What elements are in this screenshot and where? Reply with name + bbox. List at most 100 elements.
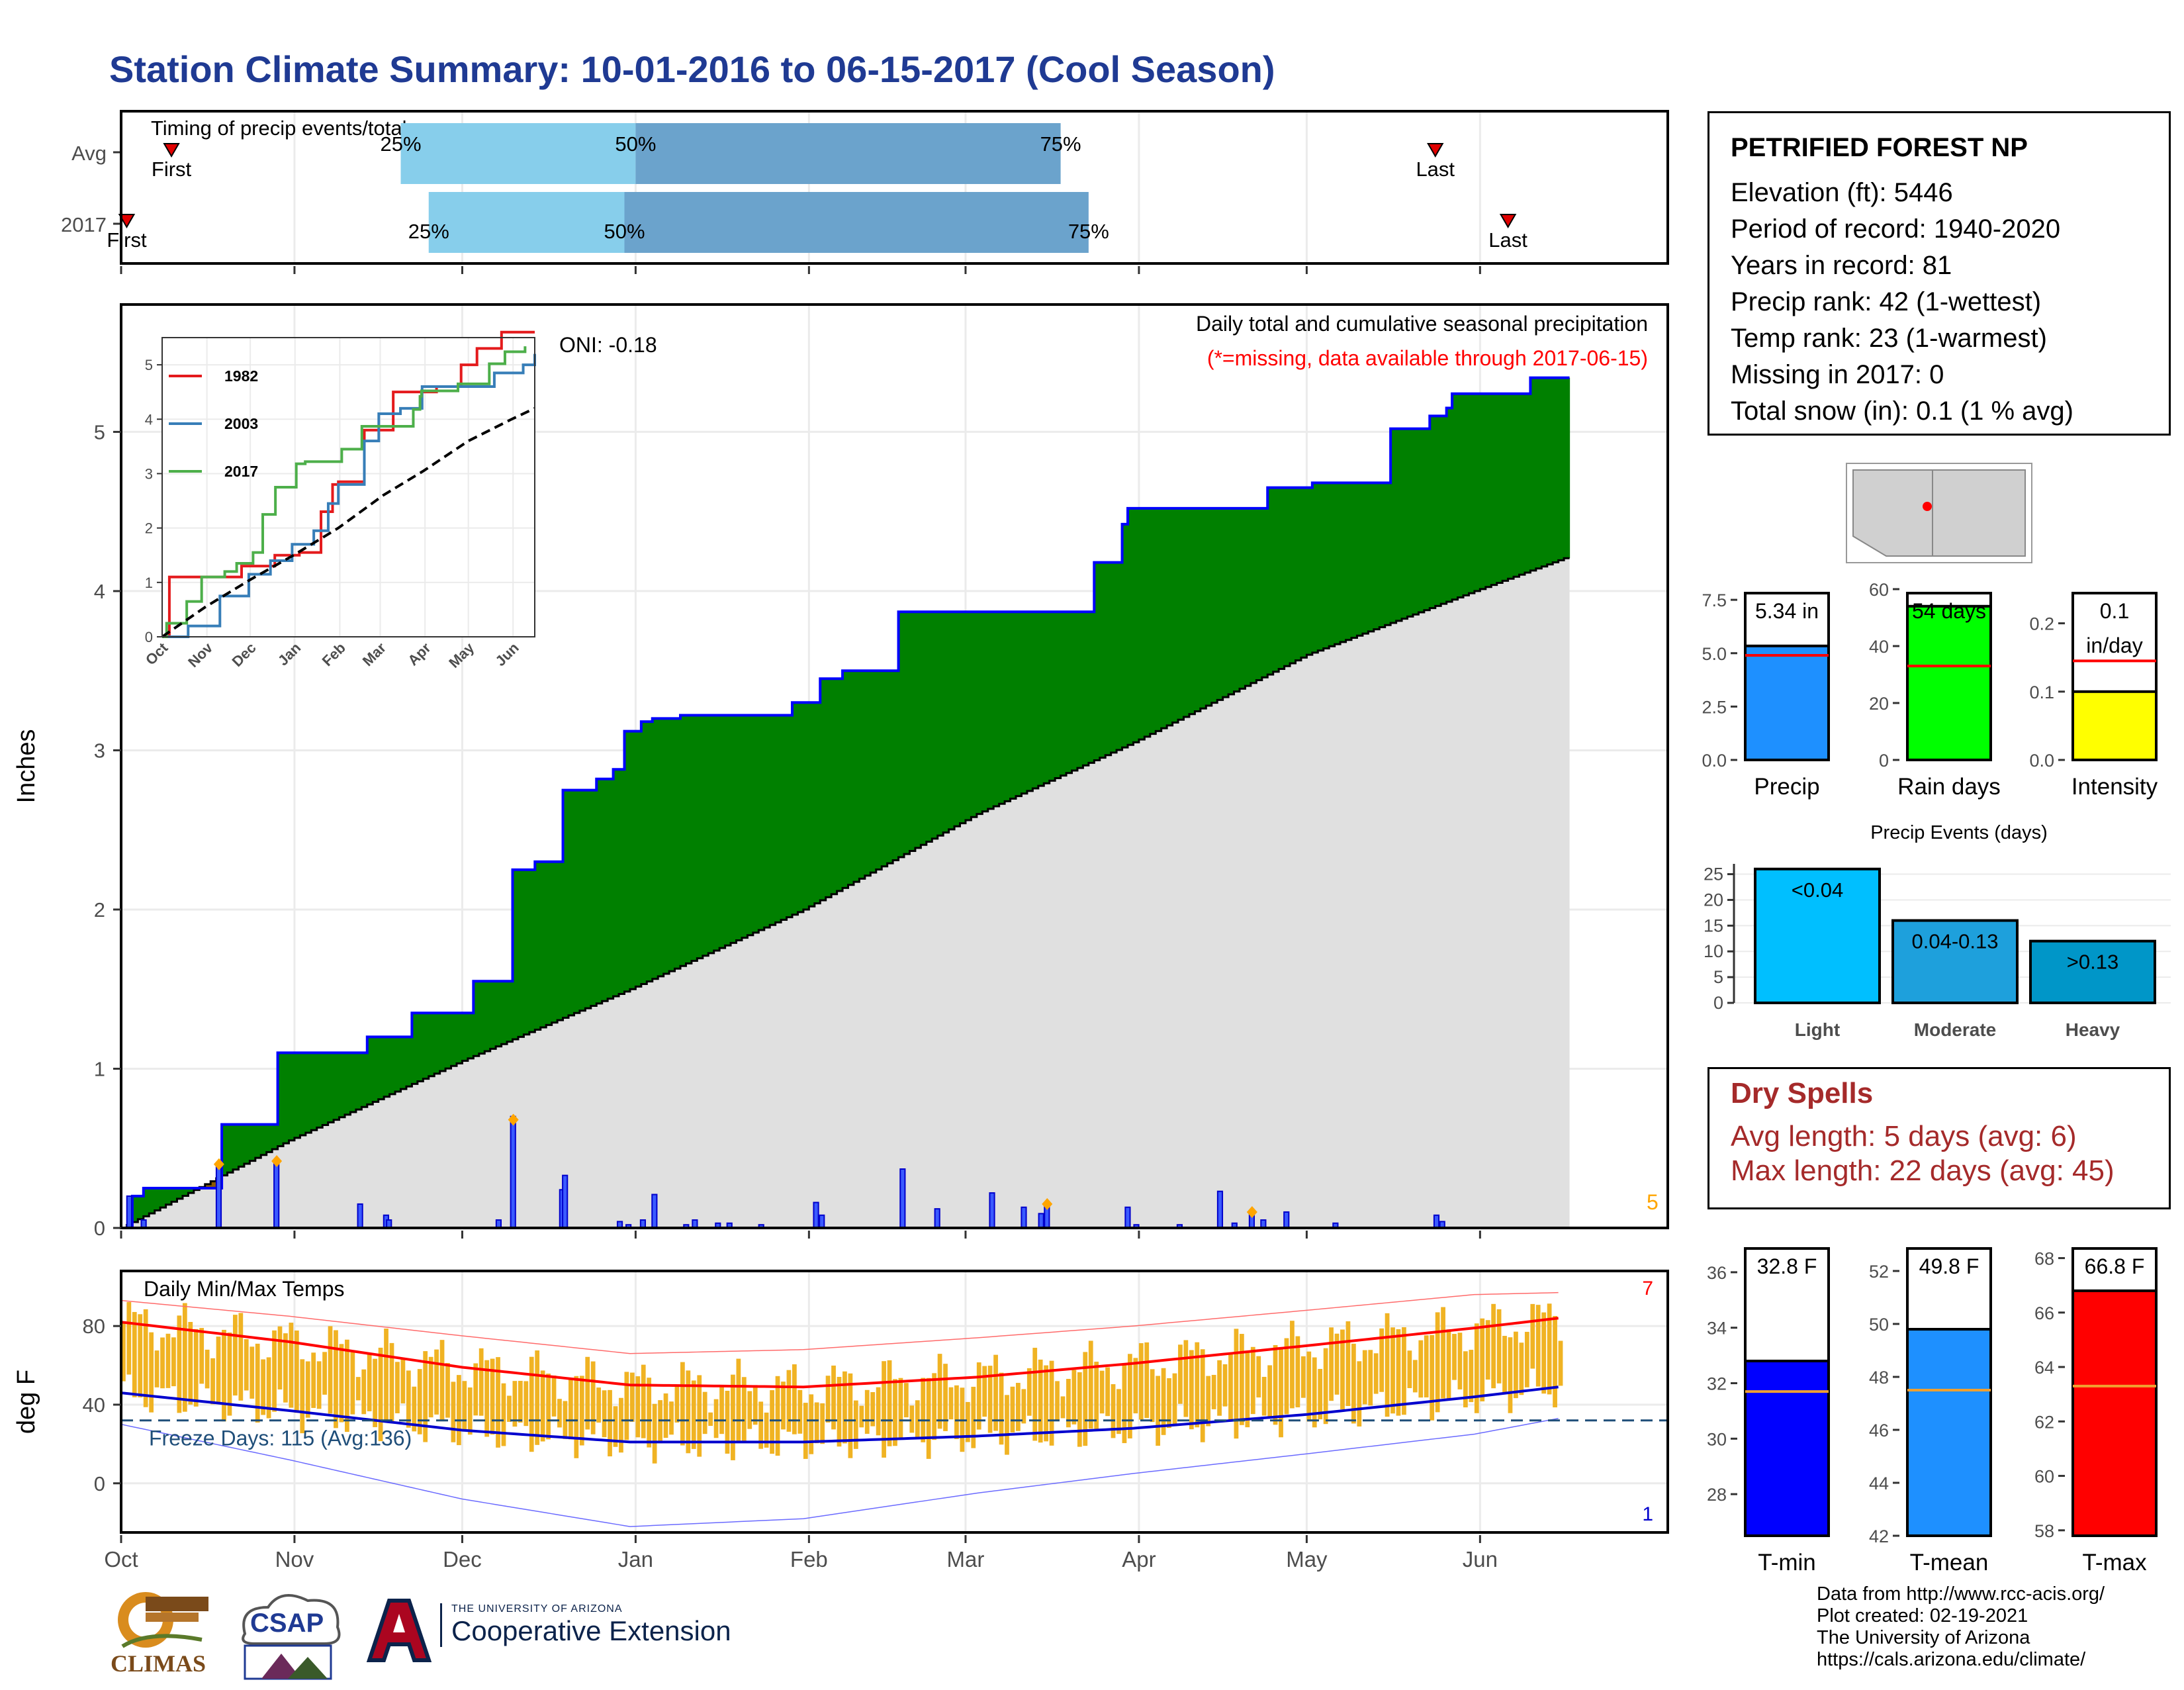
above-normal-fill [569,790,575,1015]
precip-title: Daily total and cumulative seasonal prec… [1196,312,1648,336]
above-normal-fill [1267,487,1274,675]
daily-temp-bar [909,1405,915,1433]
above-normal-fill [624,731,631,992]
daily-temp-bar [1485,1320,1490,1380]
daily-temp-bar [1005,1395,1009,1455]
above-normal-fill [484,981,491,1052]
daily-temp-bar [261,1359,266,1415]
station-missing: Missing in 2017: 0 [1731,360,1944,389]
above-normal-fill [305,1053,312,1133]
daily-precip-bar [934,1208,940,1229]
temps-xtick-label: Feb [790,1547,828,1572]
above-normal-fill [954,612,961,827]
above-normal-fill [501,981,508,1045]
daily-temp-bar [921,1378,926,1442]
rain-days-ytick-label: 20 [1869,694,1889,714]
inset-legend-label: 2003 [224,415,258,432]
above-normal-fill [1250,508,1257,683]
daily-temp-bar [965,1401,970,1442]
daily-temp-bar [1195,1342,1200,1428]
above-normal-fill [316,1053,323,1128]
above-normal-fill [1206,508,1212,706]
above-normal-fill [277,1053,284,1147]
above-normal-fill [898,612,905,857]
above-normal-fill [250,1124,256,1161]
above-normal-fill [647,722,653,982]
above-normal-fill [1195,508,1201,712]
timing-marker-label: First [107,228,147,252]
csap-logo: CSAP [232,1587,351,1687]
precip-ytick-label: 1 [94,1057,105,1080]
precip-ytick-label: 2 [94,898,105,921]
above-normal-fill [1038,612,1044,786]
above-normal-fill [1071,612,1078,771]
rain-days-title: Rain days [1897,774,2001,800]
dry-spells-box: Dry Spells Avg length: 5 days (avg: 6) M… [1707,1067,2171,1209]
daily-temp-bar [848,1373,853,1458]
daily-temp-bar [300,1359,305,1434]
daily-temp-bar [691,1380,696,1449]
daily-temp-bar [948,1387,954,1420]
daily-temp-bar [1261,1376,1267,1416]
above-normal-fill [233,1124,240,1170]
intensity-ytick-label: 0.2 [2029,614,2054,634]
daily-temp-bar [199,1328,205,1384]
daily-temp-bar [227,1332,232,1416]
timing-pct-label: 75% [1040,132,1081,156]
precip-total-title: Precip [1754,774,1819,800]
climas-logo-graphic [118,1592,208,1648]
inset-series-line [161,407,535,638]
daily-temp-bar [882,1361,886,1458]
timing-marker-triangle [1427,143,1444,158]
above-normal-fill [1424,428,1430,610]
inset-legend-label: 1982 [224,367,258,385]
daily-temp-bar [395,1362,400,1413]
above-normal-fill [1200,508,1206,709]
daily-temp-bar [1306,1351,1312,1422]
above-normal-fill [400,1037,407,1090]
daily-temp-bar [160,1337,165,1389]
above-normal-fill [613,769,619,997]
coop-extension-logo: THE UNIVERSITY OF ARIZONA Cooperative Ex… [440,1603,731,1647]
t-mean-ytick-label: 48 [1869,1368,1889,1387]
daily-temp-bar [1279,1347,1283,1438]
daily-temp-bar [624,1372,629,1440]
csap-logo-graphic [242,1594,341,1680]
t-mean-title: T-mean [1910,1550,1989,1575]
above-normal-fill [445,1013,452,1069]
daily-temp-bar [752,1387,758,1425]
daily-temp-bar [853,1400,858,1449]
above-normal-fill [1390,428,1397,624]
daily-temp-bar [1273,1344,1278,1425]
daily-temp-bar [451,1382,456,1442]
above-normal-fill [1094,562,1101,761]
daily-temp-bar [188,1321,193,1405]
above-normal-fill [384,1037,390,1097]
temps-xtick-label: Apr [1122,1547,1156,1572]
daily-temp-bar [1256,1356,1261,1398]
above-normal-fill [188,1188,195,1194]
daily-temp-bar [400,1359,406,1404]
daily-temp-bar [518,1380,523,1423]
above-normal-fill [222,1124,228,1176]
daily-temp-bar [1502,1336,1507,1393]
daily-temp-bar [439,1340,445,1422]
precip-total-value-label: 5.34 in [1755,599,1819,623]
daily-temp-bar [473,1363,478,1416]
daily-temp-bar [786,1370,792,1432]
above-normal-fill [1457,393,1464,598]
dry-spells-avg: Avg length: 5 days (avg: 6) [1731,1120,2077,1152]
above-normal-fill [1474,393,1480,591]
daily-temp-bar [557,1399,562,1428]
record-high-line [120,1291,1559,1354]
daily-temp-bar [1547,1303,1552,1395]
timing-bar-late [635,123,1061,184]
daily-temp-bar [982,1366,987,1417]
daily-temp-bar [406,1370,411,1428]
above-normal-fill [641,722,647,984]
daily-temp-bar [182,1303,187,1412]
daily-temp-bar [205,1349,210,1389]
temps-ylabel: deg F [13,1370,40,1434]
events-bar [2029,939,2156,1004]
